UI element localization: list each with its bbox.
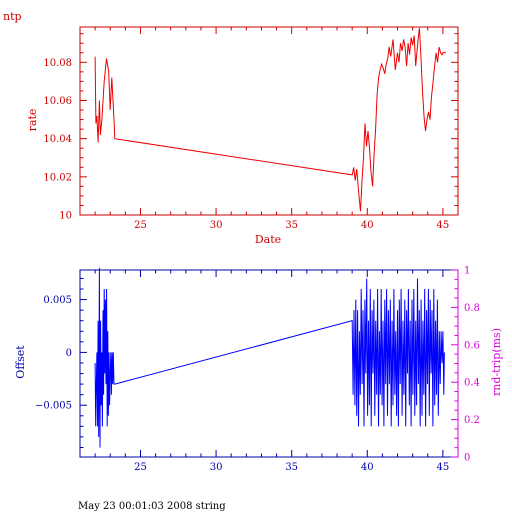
y-tick-label: 10.04 bbox=[43, 134, 72, 145]
chart-title: ntp bbox=[3, 10, 22, 23]
x-tick-label: 40 bbox=[361, 462, 374, 473]
right-axis-tick-label: 0.4 bbox=[464, 378, 480, 389]
date-axis-label: Date bbox=[255, 233, 281, 246]
x-tick-label: 35 bbox=[285, 220, 298, 231]
y-tick-label: 10.02 bbox=[43, 172, 72, 183]
y-tick-label: 10 bbox=[59, 211, 72, 222]
rate-axis-label: rate bbox=[26, 109, 39, 132]
x-tick-label: 45 bbox=[437, 462, 450, 473]
rate-chart: 25 30 35 40 45 10 10.02 10.04 10.06 10.08 bbox=[43, 26, 459, 231]
plot-frame bbox=[79, 26, 459, 216]
x-tick-label: 45 bbox=[437, 220, 450, 231]
data-line bbox=[94, 267, 445, 448]
data-line bbox=[94, 27, 446, 212]
y-tick-label: 10.08 bbox=[43, 58, 72, 69]
right-axis-tick-label: 0 bbox=[464, 453, 470, 464]
right-axis-tick-label: 0.2 bbox=[464, 415, 480, 426]
y-tick-label: −0.005 bbox=[35, 401, 72, 412]
right-axis-tick-label: 0.8 bbox=[464, 303, 480, 314]
x-tick-label: 35 bbox=[285, 462, 298, 473]
right-axis-tick-label: 1 bbox=[464, 266, 470, 277]
x-tick-label: 40 bbox=[361, 220, 374, 231]
y-tick-label: 0.005 bbox=[43, 295, 72, 306]
y-tick-label: 10.06 bbox=[43, 96, 72, 107]
x-tick-label: 25 bbox=[134, 220, 147, 231]
x-tick-label: 30 bbox=[210, 462, 223, 473]
round-trip-axis-label: rnd-trip(ms) bbox=[490, 328, 503, 396]
offset-axis-label: Offset bbox=[14, 345, 27, 379]
timestamp-footer: May 23 00:01:03 2008 string bbox=[78, 501, 226, 512]
offset-chart: 25 30 35 40 45 −0.005 0 0.005 0 0.2 0.4 0.6 0.8 1 bbox=[35, 266, 480, 474]
x-tick-label: 25 bbox=[134, 462, 147, 473]
y-tick-label: 0 bbox=[66, 348, 72, 359]
x-tick-label: 30 bbox=[210, 220, 223, 231]
right-axis-tick-label: 0.6 bbox=[464, 340, 480, 351]
